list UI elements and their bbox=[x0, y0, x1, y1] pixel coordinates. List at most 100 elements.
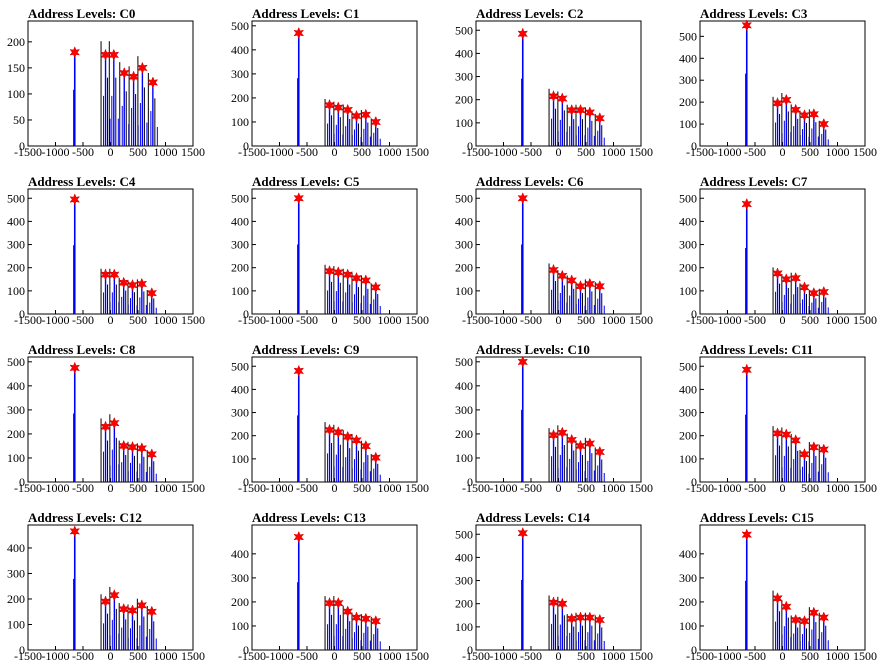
y-tick-label: 200 bbox=[231, 429, 249, 443]
x-tick-label: 1500 bbox=[405, 145, 429, 159]
peak-marker bbox=[351, 271, 362, 285]
x-tick-label: -1000 bbox=[714, 481, 742, 495]
y-tick-label: 0 bbox=[243, 475, 249, 489]
x-tick-label: -500 bbox=[296, 481, 318, 495]
peak-marker bbox=[790, 103, 802, 116]
x-tick-label: 0 bbox=[332, 481, 338, 495]
peak-marker bbox=[128, 70, 139, 83]
x-tick-label: 0 bbox=[108, 313, 114, 327]
y-tick-label: 400 bbox=[455, 550, 473, 564]
y-tick-label: 200 bbox=[679, 429, 697, 443]
peak-marker bbox=[118, 276, 130, 289]
peak-marker bbox=[360, 274, 372, 287]
chart-panel: Address Levels: C11 0 100 200 300 400 500 -1500… bbox=[672, 336, 896, 504]
peak-marker bbox=[556, 426, 568, 439]
peak-marker bbox=[293, 26, 305, 40]
x-tick-label: -500 bbox=[296, 649, 318, 663]
x-tick-label: -1000 bbox=[266, 145, 294, 159]
y-tick-label: 300 bbox=[231, 571, 249, 585]
x-tick-label: -500 bbox=[744, 145, 766, 159]
peak-marker bbox=[741, 19, 753, 32]
peak-marker bbox=[548, 263, 559, 277]
chart-plot: 0 100 200 300 400 500 -1500 -1000 -500 0 500 1000 15… bbox=[679, 19, 877, 159]
peak-marker bbox=[584, 106, 596, 119]
peak-marker bbox=[332, 266, 344, 279]
y-tick-label: 200 bbox=[679, 595, 697, 609]
x-tick-label: -500 bbox=[72, 145, 94, 159]
x-tick-label: -1000 bbox=[490, 649, 518, 663]
y-tick-label: 100 bbox=[455, 451, 473, 465]
y-tick-label: 400 bbox=[455, 46, 473, 60]
peak-marker bbox=[136, 599, 148, 612]
y-tick-label: 50 bbox=[13, 113, 25, 127]
chart-title: Address Levels: C3 bbox=[700, 6, 808, 21]
peak-marker bbox=[370, 115, 382, 129]
peak-marker bbox=[566, 103, 578, 117]
y-tick-label: 300 bbox=[679, 406, 697, 420]
plot-frame bbox=[699, 188, 866, 315]
chart-panel: Address Levels: C0 0 50 100 150 200 -1500 -1000… bbox=[0, 0, 224, 168]
peak-marker bbox=[100, 420, 111, 433]
peak-marker bbox=[808, 441, 820, 454]
x-tick-label: 0 bbox=[556, 481, 562, 495]
x-tick-label: 1500 bbox=[853, 481, 877, 495]
y-tick-label: 400 bbox=[455, 214, 473, 228]
x-tick-label: -1000 bbox=[42, 145, 70, 159]
x-tick-label: 1500 bbox=[405, 313, 429, 327]
x-tick-label: 500 bbox=[353, 649, 371, 663]
y-tick-label: 400 bbox=[7, 379, 25, 393]
y-tick-label: 500 bbox=[7, 355, 25, 369]
y-tick-label: 100 bbox=[7, 284, 25, 298]
peak-marker bbox=[293, 530, 305, 544]
peak-marker bbox=[69, 46, 81, 59]
x-tick-label: -500 bbox=[520, 649, 542, 663]
y-tick-label: 500 bbox=[679, 29, 697, 43]
chart-panel: Address Levels: C9 0 100 200 300 400 500 -1500-… bbox=[224, 336, 448, 504]
y-tick-label: 100 bbox=[231, 115, 249, 129]
x-tick-label: 1500 bbox=[853, 649, 877, 663]
y-tick-label: 500 bbox=[7, 191, 25, 205]
x-tick-label: -1500 bbox=[14, 649, 42, 663]
peak-marker bbox=[790, 271, 802, 285]
peak-marker bbox=[741, 363, 753, 376]
y-tick-label: 300 bbox=[7, 238, 25, 252]
peak-marker bbox=[566, 274, 578, 287]
plot-frame bbox=[475, 356, 642, 483]
x-tick-label: -1500 bbox=[686, 145, 714, 159]
y-tick-label: 100 bbox=[7, 87, 25, 101]
y-tick-label: 300 bbox=[455, 238, 473, 252]
x-tick-label: 1500 bbox=[629, 313, 653, 327]
peak-marker bbox=[118, 439, 130, 453]
chart-plot: 0 100 200 300 400 -1500 -1000 -500 0 500 1000 1500 bbox=[679, 524, 877, 663]
y-tick-label: 500 bbox=[455, 355, 473, 369]
peak-marker bbox=[136, 442, 148, 455]
peak-marker bbox=[69, 193, 81, 206]
x-tick-label: -500 bbox=[72, 649, 94, 663]
y-tick-label: 200 bbox=[455, 261, 473, 275]
peak-marker bbox=[584, 277, 596, 291]
x-tick-label: 1000 bbox=[378, 649, 402, 663]
peak-marker bbox=[818, 443, 830, 456]
peak-marker bbox=[517, 526, 529, 540]
x-tick-label: 0 bbox=[780, 313, 786, 327]
y-tick-label: 400 bbox=[231, 547, 249, 561]
x-tick-label: -500 bbox=[520, 481, 542, 495]
chart-plot: 0 100 200 300 400 500 -1500 -1000 -500 0 500 1000 15… bbox=[231, 19, 429, 159]
x-tick-label: 500 bbox=[801, 481, 819, 495]
peak-marker bbox=[100, 595, 111, 608]
x-tick-label: 1500 bbox=[629, 145, 653, 159]
peak-marker bbox=[772, 592, 783, 605]
peak-marker bbox=[548, 89, 559, 103]
peak-marker bbox=[69, 361, 81, 374]
x-tick-label: 1000 bbox=[602, 481, 626, 495]
y-tick-label: 300 bbox=[7, 403, 25, 417]
chart-title: Address Levels: C13 bbox=[252, 510, 366, 525]
chart-panel: Address Levels: C12 0 100 200 300 400 -1500 -10… bbox=[0, 504, 224, 672]
peak-marker bbox=[548, 596, 559, 609]
y-tick-label: 400 bbox=[679, 382, 697, 396]
chart-plot: 0 100 200 300 400 -1500 -1000 -500 0 500 1000 1500 bbox=[7, 524, 205, 663]
y-tick-label: 400 bbox=[231, 43, 249, 57]
x-tick-label: 1000 bbox=[826, 313, 850, 327]
x-tick-label: -500 bbox=[520, 313, 542, 327]
x-tick-label: 0 bbox=[780, 649, 786, 663]
